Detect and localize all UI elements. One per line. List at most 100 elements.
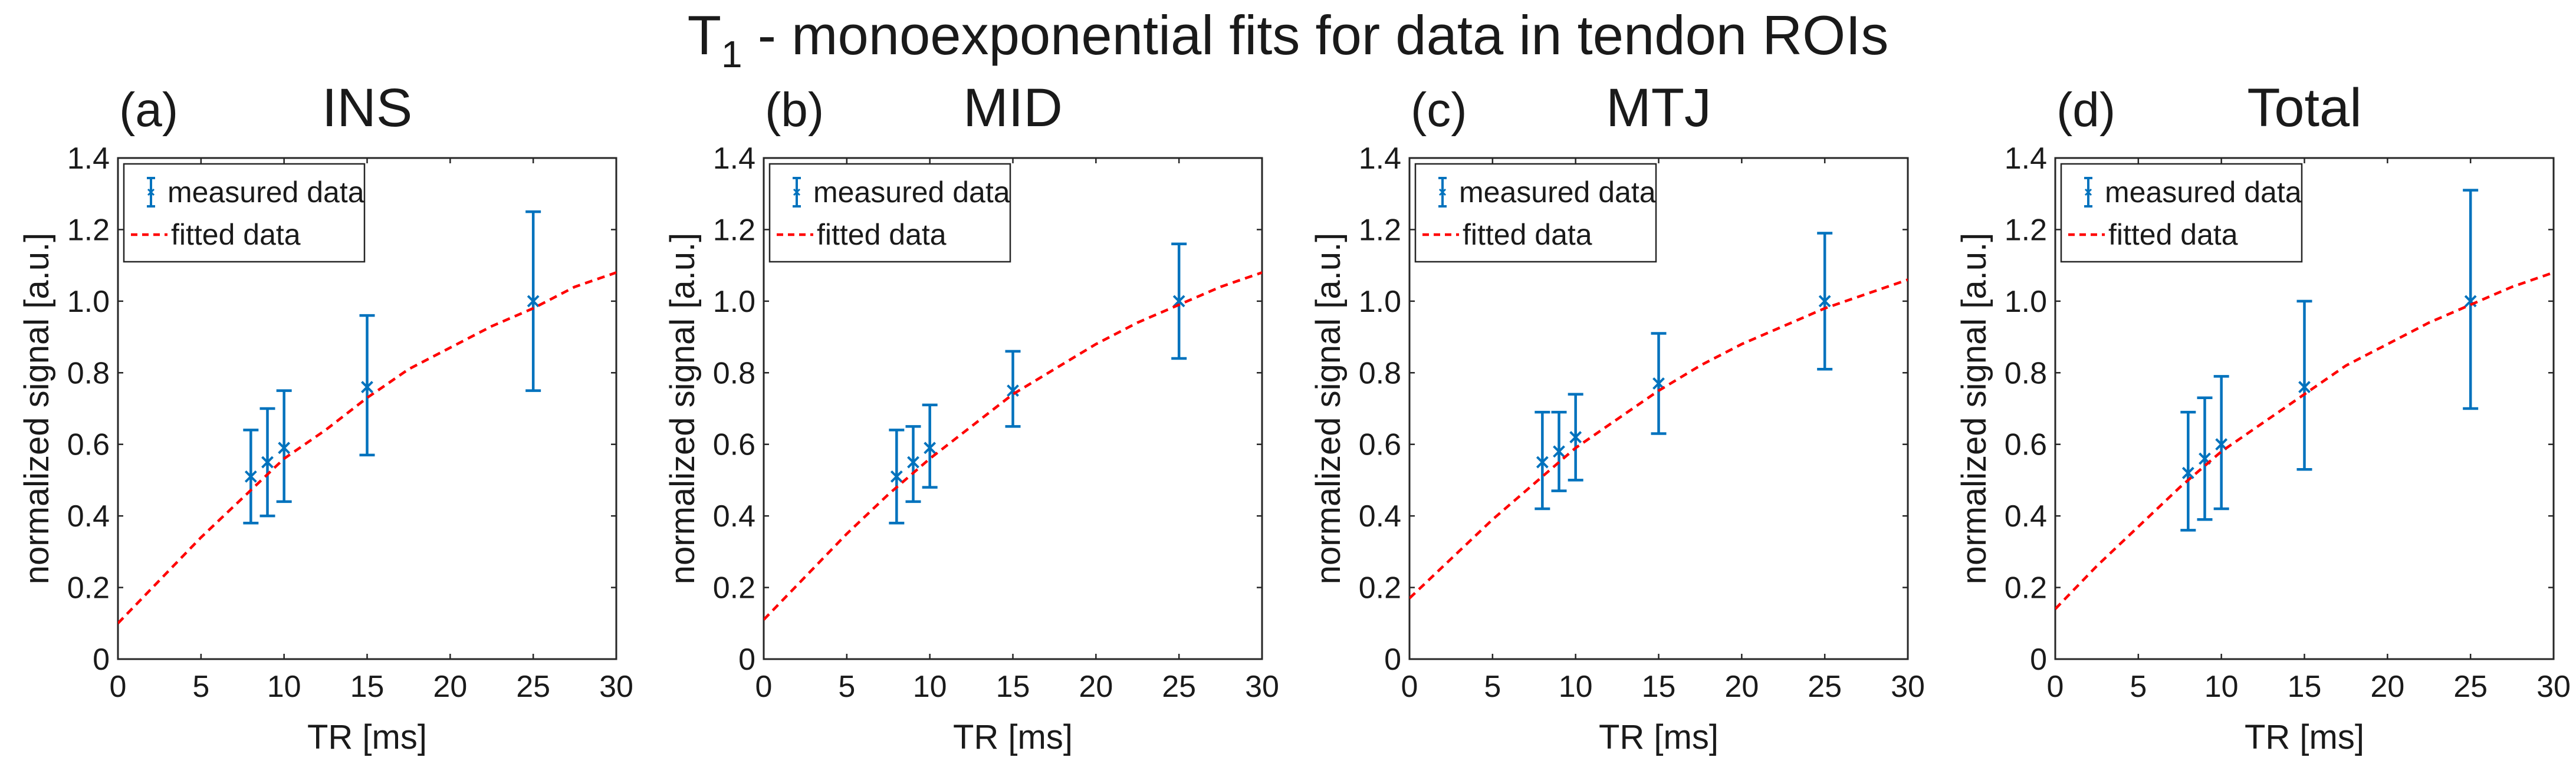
x-tick-label: 15	[1642, 670, 1676, 704]
y-tick-label: 0	[93, 643, 110, 677]
x-tick-label: 10	[913, 670, 947, 704]
x-tick-label: 10	[1559, 670, 1593, 704]
panel-title: MTJ	[1606, 78, 1711, 138]
fitted-line	[118, 271, 616, 624]
y-tick-label: 0.2	[713, 571, 755, 605]
x-tick-label: 0	[2047, 670, 2064, 704]
data-marker	[1536, 456, 1549, 469]
y-tick-label: 0.4	[67, 499, 110, 534]
data-point	[1817, 232, 1833, 371]
data-marker	[527, 295, 540, 308]
chart-panel-1: (b) MID 0 5 10 15 20 25 30 0 0.2 0.4 0.6 0.8 1.0 1.2 1.4…	[663, 78, 1279, 756]
y-tick-label: 0.2	[2005, 571, 2047, 605]
data-point	[922, 403, 938, 489]
legend-label: measured data	[813, 176, 1010, 209]
x-tick-label: 30	[2536, 670, 2571, 704]
data-marker	[2199, 452, 2211, 465]
y-tick-label: 1.2	[1359, 213, 1401, 247]
data-point	[2213, 375, 2229, 511]
data-point	[2296, 299, 2312, 471]
data-point	[243, 429, 259, 525]
data-marker	[2298, 381, 2311, 393]
legend-label: fitted data	[171, 218, 301, 251]
panel-title: MID	[963, 78, 1063, 138]
data-marker	[924, 442, 937, 455]
legend: measured data fitted data	[123, 163, 366, 263]
legend-label: measured data	[2105, 176, 2302, 209]
legend-box	[768, 163, 1011, 263]
data-marker	[907, 456, 919, 469]
data-marker	[1172, 295, 1185, 308]
x-axis-label: TR [ms]	[2245, 718, 2364, 756]
data-point	[2463, 189, 2479, 410]
x-tick-label: 25	[2453, 670, 2488, 704]
panel-label: (b)	[765, 83, 824, 137]
data-point	[276, 389, 292, 503]
data-marker	[1652, 377, 1665, 390]
x-tick-label: 5	[192, 670, 209, 704]
y-tick-label: 1.0	[67, 285, 110, 319]
x-tick-label: 30	[599, 670, 633, 704]
fitted-line	[2055, 271, 2554, 610]
y-tick-label: 1.4	[2005, 141, 2047, 176]
y-tick-label: 0.4	[713, 499, 755, 534]
y-axis-label: normalized signal [a.u.]	[1955, 233, 1993, 584]
y-tick-label: 0.8	[2005, 356, 2047, 390]
data-point	[1551, 410, 1567, 492]
x-tick-label: 20	[433, 670, 467, 704]
y-tick-label: 0.8	[67, 356, 110, 390]
legend-marker-icon	[793, 188, 801, 196]
chart-panel-0: (a) INS 0 5 10 15 20 25 30 0 0.2 0.4 0.6 0.8 1.0 1.2 1.4…	[18, 78, 633, 756]
x-tick-label: 0	[1401, 670, 1418, 704]
y-tick-label: 0.2	[1359, 571, 1401, 605]
y-tick-label: 0.6	[67, 428, 110, 462]
legend-marker-icon	[147, 188, 155, 196]
x-tick-label: 25	[1162, 670, 1196, 704]
data-marker	[1553, 445, 1565, 458]
x-tick-label: 25	[1808, 670, 1842, 704]
x-tick-label: 5	[1484, 670, 1501, 704]
data-marker	[2464, 295, 2477, 308]
y-tick-label: 1.4	[67, 141, 110, 176]
panels: (a) INS 0 5 10 15 20 25 30 0 0.2 0.4 0.6 0.8 1.0 1.2 1.4…	[18, 78, 2571, 756]
x-tick-label: 15	[350, 670, 385, 704]
x-axis-label: TR [ms]	[307, 718, 427, 756]
y-tick-label: 0.6	[2005, 428, 2047, 462]
fitted-line	[764, 271, 1262, 621]
y-tick-label: 1.2	[2005, 213, 2047, 247]
y-tick-label: 0	[1384, 643, 1401, 677]
y-tick-label: 1.4	[713, 141, 755, 176]
data-point	[905, 425, 921, 503]
figure-title-main: T	[688, 4, 721, 66]
x-tick-label: 25	[516, 670, 550, 704]
chart-panel-2: (c) MTJ 0 5 10 15 20 25 30 0 0.2 0.4 0.6 0.8 1.0 1.2 1.4…	[1309, 78, 1925, 756]
panel-label: (d)	[2056, 83, 2115, 137]
x-tick-label: 15	[2288, 670, 2322, 704]
x-tick-label: 30	[1891, 670, 1925, 704]
data-point	[1535, 410, 1550, 511]
y-tick-label: 0.8	[1359, 356, 1401, 390]
y-axis-label: normalized signal [a.u.]	[18, 233, 56, 584]
x-tick-label: 10	[267, 670, 301, 704]
x-tick-label: 0	[755, 670, 773, 704]
y-axis-label: normalized signal [a.u.]	[1309, 233, 1348, 584]
data-marker	[1007, 384, 1019, 397]
y-tick-label: 1.2	[713, 213, 755, 247]
data-marker	[2181, 466, 2194, 479]
legend-box	[2060, 163, 2303, 263]
legend: measured data fitted data	[1414, 163, 1657, 263]
data-marker	[278, 442, 291, 455]
x-tick-label: 15	[996, 670, 1030, 704]
legend-box	[123, 163, 366, 263]
x-tick-label: 5	[838, 670, 855, 704]
data-marker	[1818, 295, 1831, 308]
data-marker	[244, 470, 257, 483]
data-marker	[1569, 431, 1582, 443]
x-tick-label: 30	[1245, 670, 1279, 704]
y-tick-label: 0.4	[2005, 499, 2047, 534]
data-point	[1568, 393, 1583, 482]
fitted-line	[1409, 278, 1908, 600]
data-point	[1171, 242, 1187, 360]
y-tick-label: 1.2	[67, 213, 110, 247]
